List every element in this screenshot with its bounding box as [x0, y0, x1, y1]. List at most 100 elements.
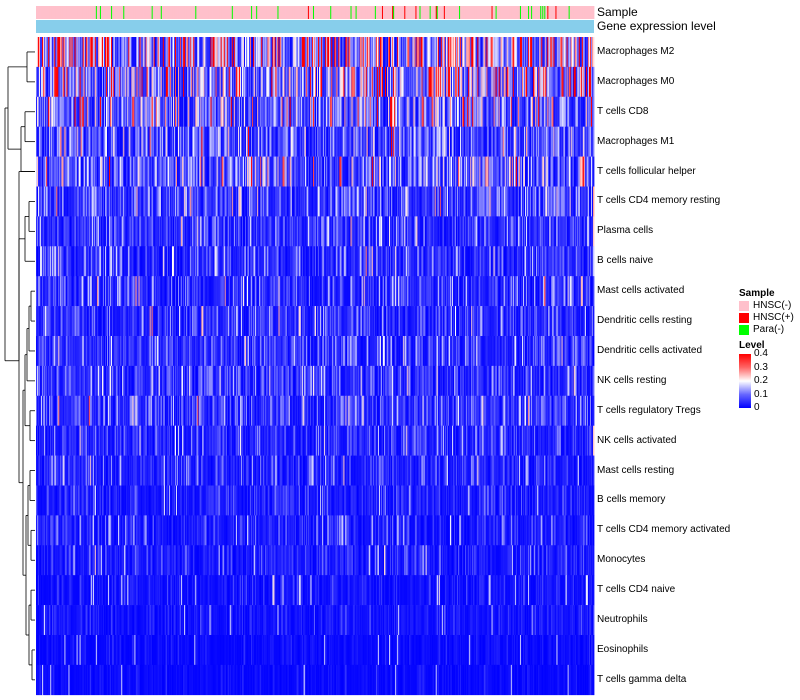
sample-annotation-cell — [43, 6, 45, 19]
heatmap-cell — [357, 66, 360, 98]
heatmap-cell — [124, 96, 126, 127]
heatmap-cell — [323, 66, 325, 98]
sample-annotation-cell — [100, 6, 103, 19]
sample-annotation-cell — [490, 6, 492, 19]
heatmap-cell — [50, 66, 52, 98]
heatmap-cell — [368, 66, 371, 98]
sample-annotation-cell — [113, 6, 115, 19]
heatmap-cell — [238, 37, 241, 68]
heatmap-cell — [395, 96, 397, 127]
sample-annotation-cell — [183, 6, 185, 19]
sample-annotation-cell — [585, 6, 588, 19]
heatmap-cell — [449, 96, 452, 127]
heatmap-cell — [164, 37, 167, 68]
heatmap-cell — [329, 96, 331, 127]
sample-annotation-cell — [381, 6, 384, 19]
heatmap-cell — [386, 96, 388, 127]
sample-annotation-cell — [402, 6, 404, 19]
heatmap-cell — [465, 37, 467, 68]
heatmap-cell — [80, 96, 83, 127]
sample-annotation-cell — [225, 6, 228, 19]
sample-annotation-cell — [433, 6, 436, 19]
sample-annotation-cell — [561, 6, 563, 19]
sample-annotation-cell — [581, 6, 584, 19]
sample-annotation-cell — [370, 6, 373, 19]
heatmap-cell — [224, 96, 227, 127]
sample-annotation-cell — [294, 6, 297, 19]
heatmap-cell — [383, 96, 386, 127]
heatmap-cell — [393, 66, 395, 98]
heatmap-cell — [124, 37, 126, 68]
heatmap-cell — [403, 96, 405, 127]
sample-annotation-cell — [298, 6, 301, 19]
sample-annotation-cell — [216, 6, 219, 19]
heatmap-cell — [41, 96, 43, 127]
heatmap-cell — [442, 37, 445, 68]
heatmap-cell — [519, 96, 522, 127]
heatmap-cell — [541, 37, 543, 68]
heatmap-cell — [73, 66, 75, 98]
heatmap-cell — [242, 37, 245, 68]
heatmap-cell — [137, 66, 139, 98]
heatmap-cell — [463, 96, 465, 127]
heatmap-cell — [194, 66, 196, 98]
heatmap-cell — [151, 66, 154, 98]
heatmap-cell — [345, 66, 347, 98]
sample-annotation-cell — [217, 6, 220, 19]
heatmap-cell — [97, 96, 100, 127]
heatmap-cell — [187, 37, 189, 68]
heatmap-cell — [257, 37, 259, 68]
heatmap-cell — [43, 66, 45, 98]
heatmap-cell — [82, 37, 85, 68]
heatmap-cell — [303, 66, 306, 98]
heatmap-cell — [219, 66, 222, 98]
heatmap-cell — [341, 37, 343, 68]
heatmap-cell — [273, 66, 275, 98]
heatmap-cell — [212, 66, 214, 98]
heatmap-cell — [436, 96, 439, 127]
heatmap-cell — [495, 66, 498, 98]
heatmap-cell — [344, 66, 346, 98]
heatmap-cell — [269, 96, 271, 127]
heatmap-cell — [489, 37, 491, 68]
heatmap-cell — [184, 66, 186, 98]
heatmap-cell — [451, 66, 454, 98]
heatmap-cell — [445, 37, 448, 68]
sample-annotation-cell — [77, 6, 80, 19]
heatmap-cell — [554, 37, 556, 68]
heatmap-cell — [56, 66, 58, 98]
heatmap-cell — [300, 66, 303, 98]
heatmap-cell — [276, 96, 278, 127]
heatmap-cell — [360, 66, 363, 98]
heatmap-cell — [171, 96, 174, 127]
heatmap-cell — [399, 37, 401, 68]
sample-annotation-cell — [272, 6, 274, 19]
sample-annotation-cell — [542, 6, 544, 19]
heatmap-cell — [351, 66, 353, 98]
heatmap-cell — [152, 66, 155, 98]
heatmap-cell — [425, 96, 427, 127]
heatmap-cell — [64, 66, 66, 98]
heatmap-cell — [349, 37, 351, 68]
sample-annotation-cell — [503, 6, 506, 19]
heatmap-cell — [413, 96, 415, 127]
heatmap-cell — [199, 96, 201, 127]
heatmap-cell — [137, 37, 139, 68]
heatmap-cell — [150, 66, 153, 98]
heatmap-cell — [552, 66, 554, 98]
heatmap-cell — [416, 96, 418, 127]
heatmap-cell — [267, 66, 269, 98]
sample-annotation-cell — [95, 6, 98, 19]
heatmap-cell — [540, 66, 542, 98]
heatmap-cell — [471, 96, 473, 127]
heatmap-cell — [311, 37, 314, 68]
sample-annotation-cell — [386, 6, 388, 19]
heatmap-cell — [420, 37, 422, 68]
sample-annotation-cell — [158, 6, 161, 19]
heatmap-cell — [479, 37, 481, 68]
sample-annotation-cell — [519, 6, 522, 19]
heatmap-cell — [252, 96, 254, 127]
heatmap-cell — [455, 66, 457, 98]
heatmap-cell — [592, 37, 595, 68]
heatmap-cell — [202, 66, 204, 98]
